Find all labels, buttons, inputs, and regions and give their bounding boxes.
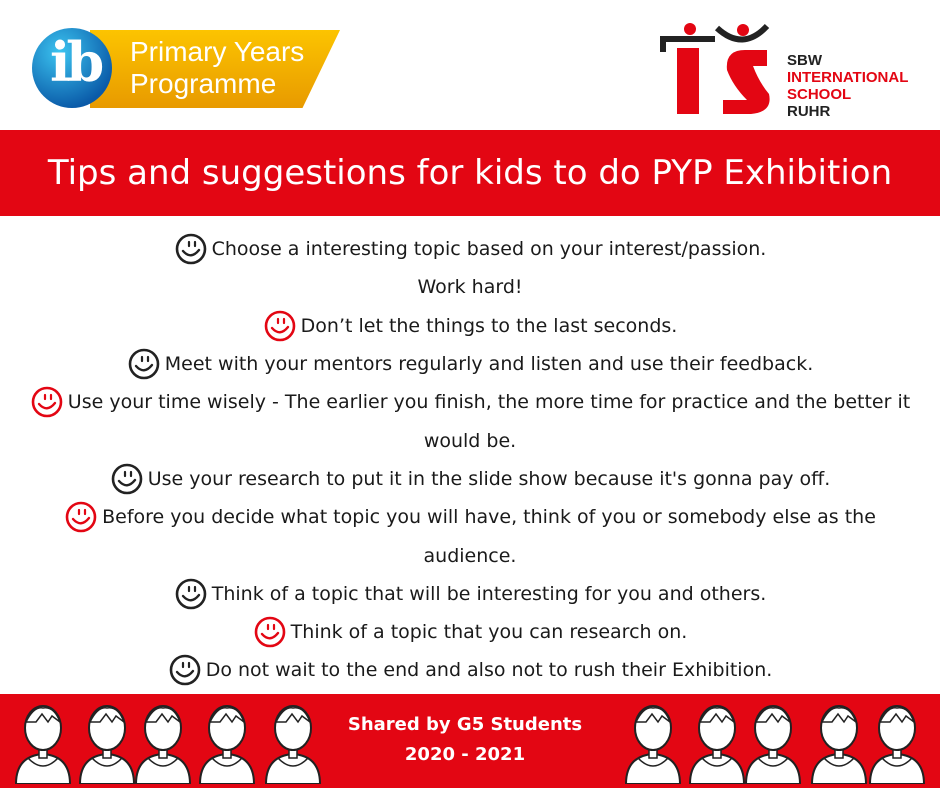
- ib-pyp-logo: ib Primary Years Programme: [32, 26, 342, 110]
- tip-text: Use your time wisely - The earlier you f…: [67, 391, 911, 414]
- kid-illustration-icon: [132, 700, 194, 788]
- tip-text: Think of a topic that you can research o…: [290, 621, 688, 644]
- footer-line2: 2020 - 2021: [404, 744, 526, 765]
- tip-item: Use your research to put it in the slide…: [0, 460, 940, 498]
- school-name: SBW INTERNATIONAL SCHOOL RUHR: [787, 52, 908, 120]
- tip-text: Use your research to put it in the slide…: [147, 467, 831, 490]
- tip-item: Think of a topic that will be interestin…: [0, 575, 940, 613]
- ib-programme-text: Primary Years Programme: [130, 36, 304, 100]
- school-logo: SBW INTERNATIONAL SCHOOL RUHR: [655, 22, 925, 122]
- ib-line2: Programme: [130, 68, 277, 99]
- tip-item: Meet with your mentors regularly and lis…: [0, 345, 940, 383]
- school-name-line2: INTERNATIONAL: [787, 69, 909, 86]
- tip-item: Do not wait to the end and also not to r…: [0, 651, 940, 689]
- tip-text: would be.: [423, 429, 517, 452]
- footer-line1: Shared by G5 Students: [347, 714, 583, 735]
- tip-item: Think of a topic that you can research o…: [0, 613, 940, 651]
- tip-item: would be.: [0, 421, 940, 459]
- tip-item: audience.: [0, 536, 940, 574]
- school-name-line3: SCHOOL: [787, 86, 852, 103]
- kid-illustration-icon: [622, 700, 684, 788]
- smiley-icon: [64, 500, 98, 534]
- kid-illustration-icon: [12, 700, 74, 788]
- footer-text: Shared by G5 Students 2020 - 2021: [340, 710, 590, 770]
- smiley-icon: [263, 309, 297, 343]
- ib-letters: ib: [50, 30, 104, 94]
- kid-illustration-icon: [742, 700, 804, 788]
- tip-text: Think of a topic that will be interestin…: [211, 582, 767, 605]
- page-title: Tips and suggestions for kids to do PYP …: [47, 153, 893, 193]
- kid-illustration-icon: [196, 700, 258, 788]
- footer-banner: Shared by G5 Students 2020 - 2021: [0, 694, 940, 788]
- school-logo-mark: [660, 23, 770, 114]
- tip-item: Choose a interesting topic based on your…: [0, 230, 940, 268]
- tip-text: Work hard!: [417, 276, 523, 299]
- tip-item: Work hard!: [0, 268, 940, 306]
- kid-illustration-icon: [686, 700, 748, 788]
- kid-illustration-icon: [808, 700, 870, 788]
- ib-line1: Primary Years: [130, 36, 305, 67]
- tip-text: Meet with your mentors regularly and lis…: [164, 353, 814, 376]
- ib-circle: [32, 28, 112, 108]
- tips-list: Choose a interesting topic based on your…: [0, 230, 940, 690]
- smiley-icon: [174, 232, 208, 266]
- smiley-icon: [30, 385, 64, 419]
- tip-text: Don’t let the things to the last seconds…: [300, 314, 678, 337]
- smiley-icon: [174, 577, 208, 611]
- school-name-line4: RUHR: [787, 103, 831, 120]
- smiley-icon: [110, 462, 144, 496]
- kid-illustration-icon: [262, 700, 324, 788]
- title-banner: Tips and suggestions for kids to do PYP …: [0, 130, 940, 216]
- tip-text: Choose a interesting topic based on your…: [211, 238, 767, 261]
- tip-text: Do not wait to the end and also not to r…: [205, 659, 773, 682]
- school-name-line1: SBW: [787, 52, 822, 69]
- kid-illustration-icon: [866, 700, 928, 788]
- tip-item: Before you decide what topic you will ha…: [0, 498, 940, 536]
- smiley-icon: [127, 347, 161, 381]
- smiley-icon: [253, 615, 287, 649]
- tip-item: Don’t let the things to the last seconds…: [0, 307, 940, 345]
- tip-item: Use your time wisely - The earlier you f…: [0, 383, 940, 421]
- tip-text: audience.: [423, 544, 517, 567]
- smiley-icon: [168, 653, 202, 687]
- logo-band: [90, 30, 340, 108]
- tip-text: Before you decide what topic you will ha…: [102, 506, 876, 529]
- kid-illustration-icon: [76, 700, 138, 788]
